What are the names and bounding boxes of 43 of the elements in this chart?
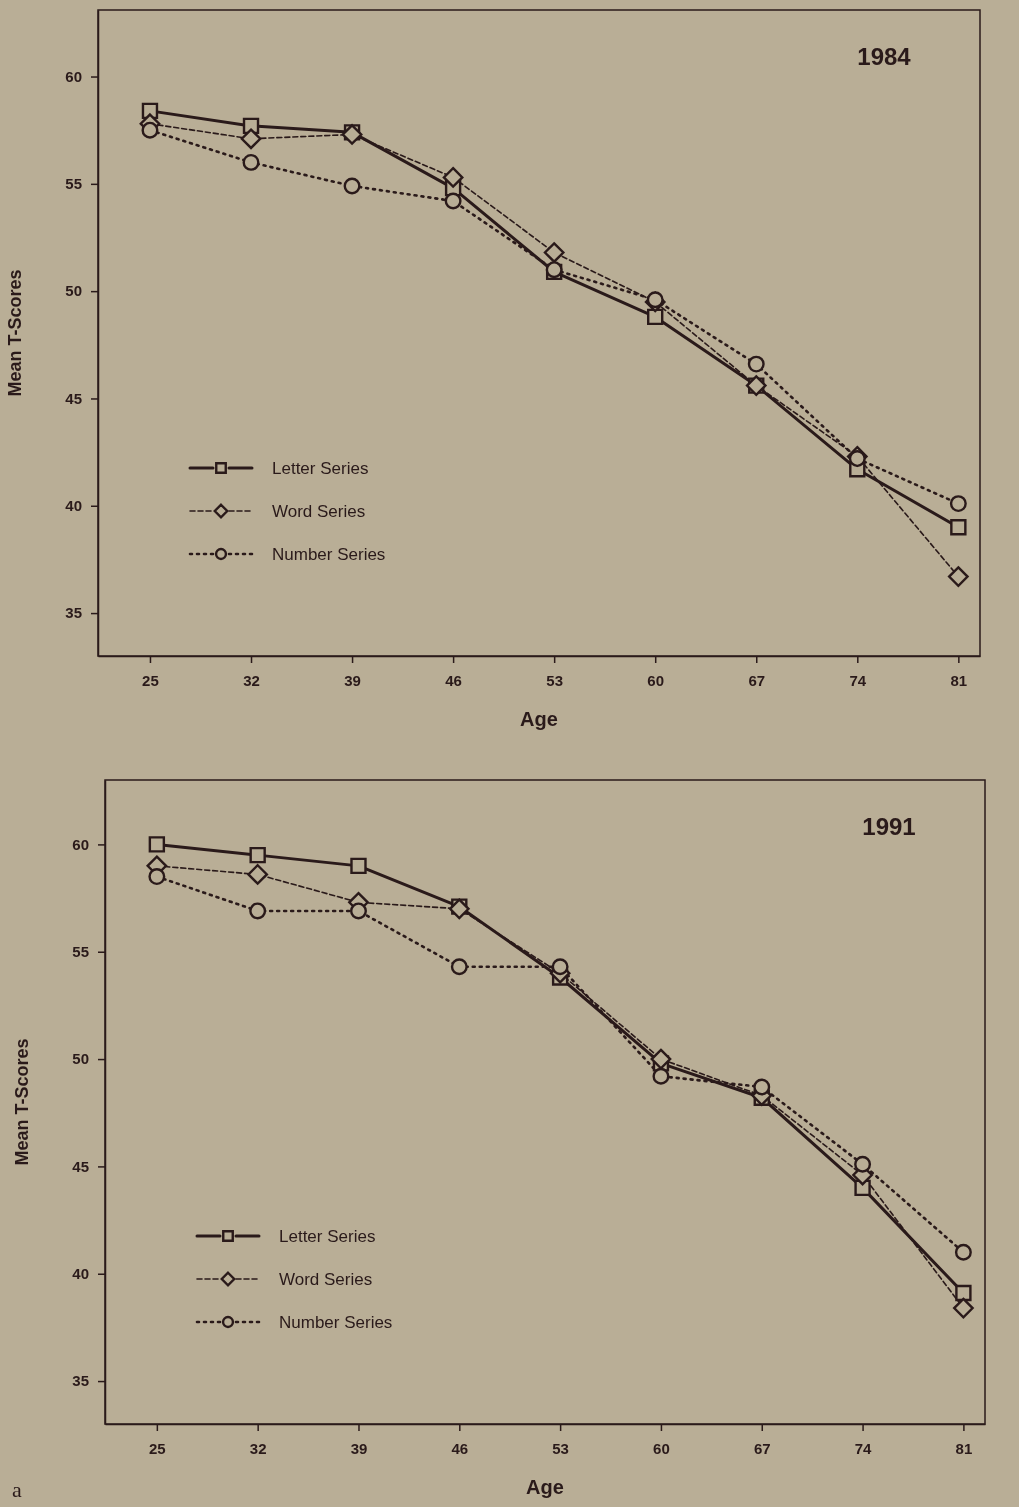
y-tick-label: 45 xyxy=(72,1157,89,1175)
y-tick-label: 50 xyxy=(65,282,82,300)
legend-label: Letter Series xyxy=(272,459,369,478)
legend-label: Word Series xyxy=(272,502,366,521)
legend-label: Letter Series xyxy=(279,1227,376,1246)
x-tick-label: 74 xyxy=(849,671,867,689)
x-tick-label: 67 xyxy=(753,1439,771,1457)
x-tick-label: 32 xyxy=(243,671,260,689)
x-tick-label: 60 xyxy=(647,671,665,689)
y-tick-label: 40 xyxy=(72,1265,89,1283)
x-axis-title: Age xyxy=(520,708,558,730)
y-tick-label: 50 xyxy=(72,1050,89,1068)
y-axis-title: Mean T-Scores xyxy=(12,1038,32,1166)
annotation: 1984 xyxy=(857,43,912,70)
y-tick-label: 40 xyxy=(65,497,82,515)
y-tick-label: 55 xyxy=(65,175,82,193)
x-tick-label: 53 xyxy=(552,1439,569,1457)
y-tick-label: 45 xyxy=(65,389,82,407)
x-tick-label: 46 xyxy=(445,671,462,689)
legend-label: Number Series xyxy=(272,545,386,564)
x-tick-label: 81 xyxy=(955,1439,973,1457)
x-tick-label: 25 xyxy=(149,1439,166,1457)
x-tick-label: 39 xyxy=(350,1439,368,1457)
y-axis-title: Mean T-Scores xyxy=(5,269,25,397)
y-tick-label: 55 xyxy=(72,943,89,961)
x-tick-label: 67 xyxy=(748,671,766,689)
x-tick-label: 46 xyxy=(451,1439,469,1457)
y-tick-label: 35 xyxy=(65,604,82,622)
x-tick-label: 53 xyxy=(546,671,563,689)
x-tick-label: 81 xyxy=(950,671,968,689)
y-tick-label: 60 xyxy=(72,835,89,853)
x-tick-label: 32 xyxy=(249,1439,267,1457)
x-tick-label: 74 xyxy=(854,1439,873,1457)
x-tick-label: 25 xyxy=(142,671,159,689)
x-tick-label: 60 xyxy=(653,1439,670,1457)
y-tick-label: 35 xyxy=(72,1372,89,1390)
legend-label: Number Series xyxy=(279,1313,393,1332)
text: a xyxy=(12,1477,22,1502)
y-tick-label: 60 xyxy=(65,67,82,85)
x-tick-label: 39 xyxy=(344,671,361,689)
legend-label: Word Series xyxy=(279,1270,373,1289)
x-axis-title: Age xyxy=(526,1476,564,1498)
annotation: 1991 xyxy=(862,813,916,840)
